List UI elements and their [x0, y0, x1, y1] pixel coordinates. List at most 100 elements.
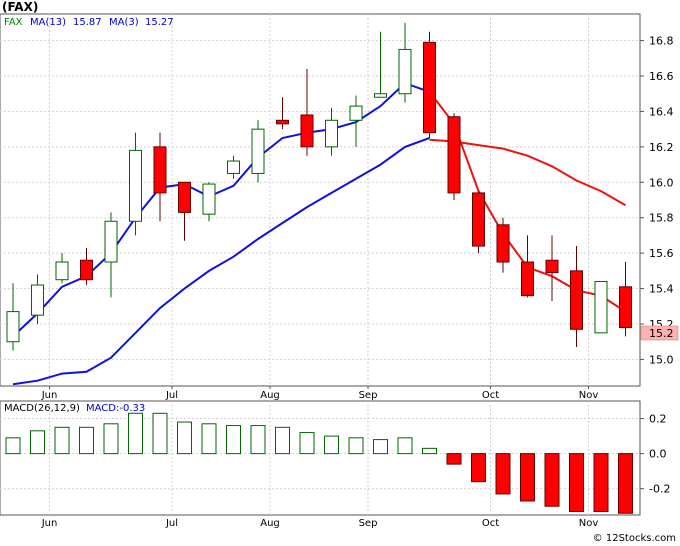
macd-value: MACD:-0.33 — [86, 403, 145, 414]
watermark: © 12Stocks.com — [593, 533, 676, 544]
price-tick-label: 15.8 — [649, 212, 674, 225]
legend-ma13-value: 15.87 — [73, 17, 102, 28]
macd-bars — [5, 412, 633, 514]
macd-x-tick-label: Jul — [165, 518, 178, 529]
candle — [178, 181, 191, 241]
price-tick-label: 16.4 — [649, 105, 674, 118]
price-tick-label: 16.8 — [649, 35, 674, 48]
macd-x-tick-label: Aug — [260, 518, 280, 529]
macd-tick-label: 0.2 — [649, 413, 667, 426]
macd-bar — [569, 453, 584, 512]
candle-body-down — [153, 146, 167, 194]
candle-body-down — [276, 119, 289, 125]
candle-body-up — [104, 220, 118, 263]
candle-body-down — [423, 41, 436, 134]
candle-body-up — [374, 93, 387, 98]
candle — [129, 132, 142, 236]
x-tick-label: Nov — [579, 390, 599, 401]
price-gridlines — [0, 40, 640, 360]
candle — [472, 191, 485, 254]
candle — [496, 217, 510, 273]
candle-body-up — [398, 48, 412, 95]
macd-bar — [324, 435, 339, 455]
macd-tick-label: -0.2 — [649, 483, 670, 496]
macd-bar — [201, 423, 217, 455]
x-tick-label: Jun — [41, 390, 58, 401]
candle-body-up — [251, 128, 265, 174]
candle-body-down — [178, 181, 191, 213]
macd-bar — [54, 426, 70, 455]
legend-ma3-label: MA(3) — [109, 17, 139, 28]
candle-body-down — [447, 116, 461, 194]
candle-body-up — [227, 160, 240, 174]
macd-bar — [593, 453, 609, 512]
macd-x-tick-label: Jun — [41, 518, 58, 529]
candle — [6, 283, 20, 351]
candle — [55, 253, 69, 284]
macd-bar — [226, 425, 241, 455]
macd-bar — [152, 412, 168, 455]
candle-body-down — [300, 114, 314, 148]
candle-body-down — [496, 224, 510, 263]
price-x-axis: Jun Jul Aug Sep Oct Nov — [41, 386, 599, 401]
macd-bar — [618, 453, 633, 514]
candle-body-up — [349, 105, 363, 121]
candle — [276, 97, 289, 130]
candle — [594, 280, 608, 334]
candle — [227, 155, 240, 179]
x-tick-label: Aug — [260, 390, 280, 401]
macd-x-tick-label: Nov — [579, 518, 599, 529]
candle — [153, 132, 167, 222]
candle — [80, 247, 93, 286]
candle-body-down — [570, 270, 583, 330]
candle — [570, 246, 583, 348]
x-tick-label: Jul — [165, 390, 178, 401]
candle-body-down — [545, 259, 559, 274]
macd-bar — [103, 423, 119, 455]
last-price-label: 15.2 — [649, 327, 674, 340]
candle-body-down — [472, 192, 485, 247]
macd-bar — [79, 426, 94, 455]
price-tick-label: 16.6 — [649, 70, 674, 83]
candle — [398, 22, 412, 103]
macd-title: MACD(26,12,9) — [4, 403, 80, 414]
macd-bar — [373, 439, 388, 455]
candle — [349, 95, 363, 147]
macd-x-tick-label: Sep — [359, 518, 378, 529]
macd-bar — [128, 412, 143, 455]
price-tick-label: 16.0 — [649, 176, 674, 189]
ma13-line — [429, 138, 627, 207]
candle-body-up — [594, 280, 608, 334]
macd-bar — [5, 437, 21, 455]
candle — [325, 107, 338, 156]
price-tick-label: 16.2 — [649, 141, 674, 154]
macd-bar — [446, 453, 462, 465]
macd-bar — [348, 437, 364, 455]
candle — [104, 212, 118, 298]
macd-bar — [422, 447, 437, 455]
price-tick-label: 15.6 — [649, 247, 674, 260]
candle-body-down — [521, 261, 534, 297]
price-tick-label: 15.0 — [649, 353, 674, 366]
candle — [251, 120, 265, 183]
macd-bar — [177, 421, 192, 455]
macd-bar — [520, 453, 535, 502]
candle — [300, 68, 314, 156]
candlesticks — [6, 22, 632, 351]
price-tick-label: 15.4 — [649, 283, 674, 296]
macd-y-axis: 0.2 0.0 -0.2 — [640, 413, 670, 496]
candle — [202, 182, 216, 222]
legend-ma3-value: 15.27 — [145, 17, 174, 28]
ma-long-line — [12, 137, 430, 386]
x-tick-label: Sep — [359, 390, 378, 401]
legend-symbol: FAX — [4, 17, 23, 28]
macd-bar — [299, 432, 315, 455]
price-vertical-gridlines — [49, 14, 589, 386]
macd-x-axis: Jun Jul Aug Sep Oct Nov — [41, 401, 599, 529]
macd-bar — [397, 437, 413, 455]
candle — [545, 235, 559, 301]
candle — [619, 262, 632, 337]
candle — [447, 113, 461, 200]
macd-bar — [471, 453, 486, 483]
